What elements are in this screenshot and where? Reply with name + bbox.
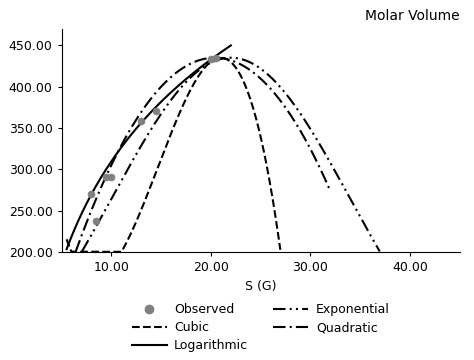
Point [152, 108, 160, 113]
Legend: Observed, Cubic, Logarithmic, Exponential, Quadratic: Observed, Cubic, Logarithmic, Exponentia… [127, 298, 395, 357]
Point [102, 174, 110, 180]
Point [207, 57, 215, 62]
Point [137, 118, 145, 124]
Point [93, 219, 100, 224]
Point [108, 174, 115, 180]
X-axis label: S (G): S (G) [245, 280, 276, 293]
Point [88, 191, 95, 197]
Point [212, 55, 220, 60]
Text: Molar Volume: Molar Volume [365, 9, 460, 23]
